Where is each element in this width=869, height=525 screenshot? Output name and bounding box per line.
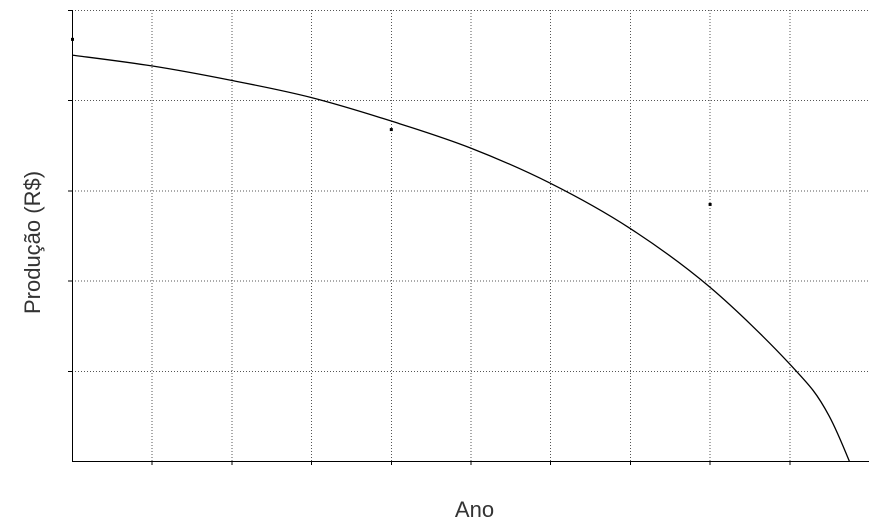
ticks [68, 10, 791, 465]
y-axis-label: Produção (R$) [20, 171, 45, 314]
x-axis-label: Ano [455, 497, 494, 522]
grid [72, 10, 869, 461]
data-point [71, 37, 74, 41]
data-point [708, 202, 712, 206]
fitted-curve [72, 54, 851, 461]
data-point [389, 128, 393, 132]
fitted-curve-layer [72, 54, 851, 461]
data-points [71, 37, 712, 206]
